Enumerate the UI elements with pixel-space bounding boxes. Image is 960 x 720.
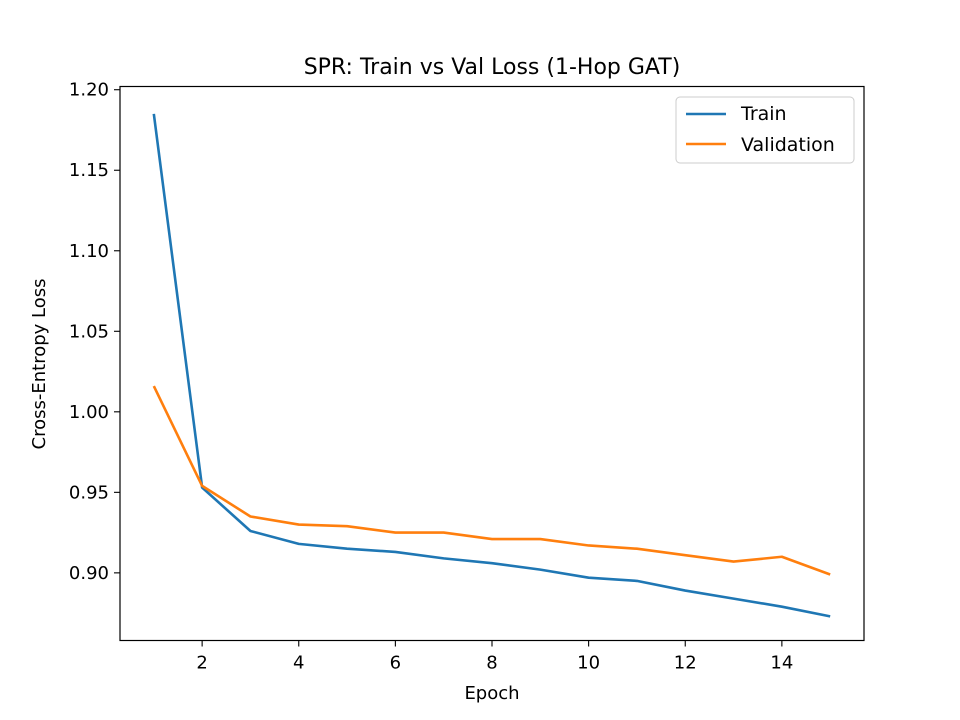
chart-title: SPR: Train vs Val Loss (1-Hop GAT) (304, 55, 681, 80)
y-axis-label: Cross-Entropy Loss (29, 279, 50, 450)
x-tick-label: 4 (293, 653, 304, 674)
x-tick-label: 10 (577, 653, 600, 674)
x-tick-label: 12 (674, 653, 697, 674)
series-line-validation (152, 385, 831, 576)
x-axis-ticks: 2 4 6 8 10 12 14 (196, 640, 793, 674)
y-tick-label: 1.10 (69, 241, 109, 262)
x-tick-label: 8 (486, 653, 497, 674)
x-tick-label: 6 (390, 653, 401, 674)
y-tick-label: 1.00 (69, 402, 109, 423)
legend-label-train: Train (740, 103, 787, 125)
y-tick-label: 0.95 (69, 482, 109, 503)
legend-label-validation: Validation (741, 134, 835, 156)
legend: Train Validation (675, 96, 855, 164)
y-tick-label: 1.15 (69, 160, 109, 181)
x-tick-label: 2 (196, 653, 207, 674)
x-tick-label: 14 (770, 653, 793, 674)
y-axis-ticks: 0.90 0.95 1.00 1.05 1.10 1.15 1.20 (69, 80, 120, 584)
series-layer (152, 113, 831, 618)
plot-area-frame (119, 85, 865, 642)
y-tick-label: 1.20 (69, 80, 109, 101)
y-tick-label: 1.05 (69, 321, 109, 342)
y-tick-label: 0.90 (69, 563, 109, 584)
series-line-train (152, 113, 831, 618)
x-axis-label: Epoch (464, 683, 519, 704)
